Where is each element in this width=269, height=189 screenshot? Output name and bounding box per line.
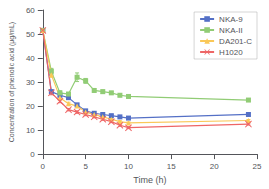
svg-text:DA201-C: DA201-C	[219, 37, 252, 46]
svg-text:10: 10	[26, 126, 35, 135]
svg-text:0: 0	[41, 162, 46, 171]
svg-text:NKA-9: NKA-9	[219, 15, 243, 24]
svg-text:30: 30	[26, 78, 35, 87]
svg-text:20: 20	[26, 102, 35, 111]
svg-text:5: 5	[83, 162, 88, 171]
svg-text:60: 60	[26, 6, 35, 15]
svg-text:15: 15	[167, 162, 176, 171]
svg-text:40: 40	[26, 54, 35, 63]
svg-text:H1020: H1020	[219, 48, 243, 57]
svg-text:50: 50	[26, 30, 35, 39]
svg-text:Concentration of phenolic acid: Concentration of phenolic acid (μg/mL)	[8, 22, 16, 142]
svg-text:0: 0	[30, 150, 35, 159]
svg-text:10: 10	[124, 162, 133, 171]
svg-text:Time (h): Time (h)	[133, 175, 166, 185]
svg-text:25: 25	[253, 162, 262, 171]
svg-text:NKA-II: NKA-II	[219, 26, 243, 35]
svg-text:20: 20	[210, 162, 219, 171]
